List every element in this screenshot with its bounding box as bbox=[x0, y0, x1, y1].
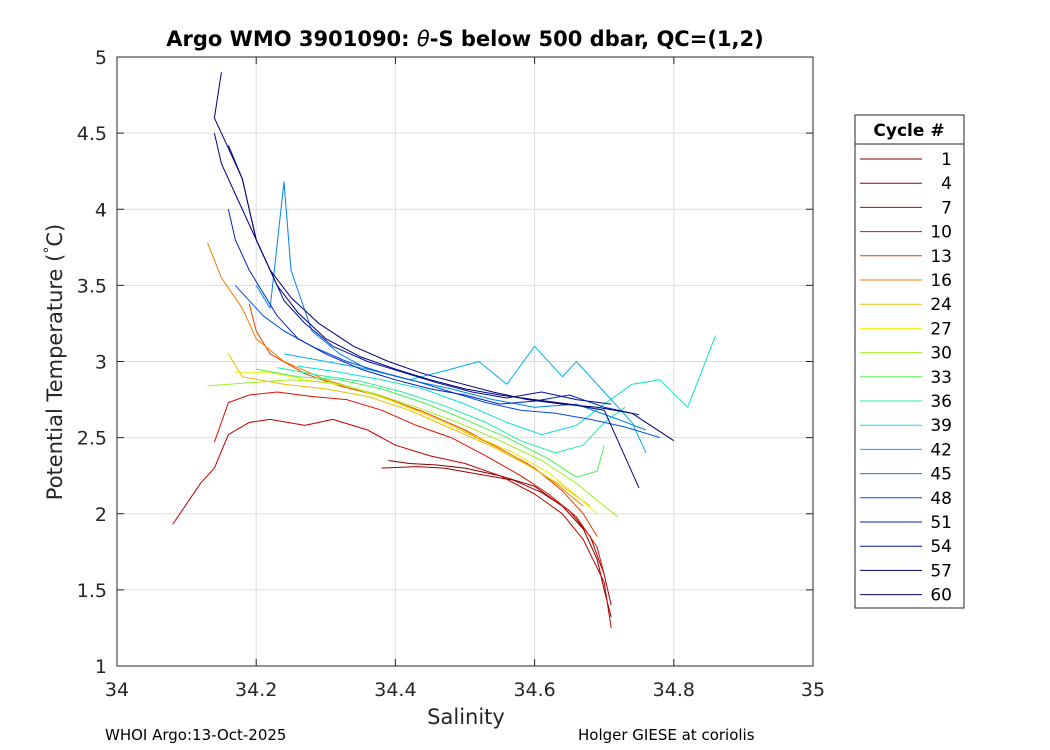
legend-label-39: 39 bbox=[930, 416, 952, 436]
x-tick-label: 34.8 bbox=[653, 679, 695, 701]
legend-label-51: 51 bbox=[930, 513, 952, 533]
legend-label-13: 13 bbox=[930, 247, 952, 267]
legend: Cycle # 1 4 7 10 13 16 24 27 30 33 36 39 42 45 48 51 54 5… bbox=[854, 114, 965, 609]
y-tick-label: 3.5 bbox=[77, 275, 107, 297]
chart-title-part-1: Argo WMO 3901090: bbox=[166, 27, 417, 51]
legend-label-1: 1 bbox=[941, 150, 952, 170]
legend-label-60: 60 bbox=[930, 586, 952, 606]
y-tick-label: 1 bbox=[95, 656, 107, 678]
legend-label-16: 16 bbox=[930, 271, 952, 291]
y-tick-label: 2 bbox=[95, 504, 107, 526]
series-line-cycle-54 bbox=[227, 145, 612, 405]
x-tick-label: 34.4 bbox=[374, 679, 416, 701]
legend-label-30: 30 bbox=[930, 344, 952, 364]
y-tick-label: 5 bbox=[95, 47, 107, 69]
chart-title: Argo WMO 3901090: θ-S below 500 dbar, QC… bbox=[166, 27, 763, 51]
x-tick-label: 35 bbox=[801, 679, 825, 701]
series-line-cycle-57 bbox=[213, 132, 640, 489]
series-line-cycle-51 bbox=[227, 209, 640, 416]
series-line-cycle-27 bbox=[235, 371, 598, 515]
footer-left: WHOI Argo:13-Oct-2025 bbox=[105, 726, 287, 744]
y-tick-label: 3 bbox=[95, 352, 107, 374]
x-tick-label: 34.6 bbox=[513, 679, 555, 701]
y-tick-label: 4 bbox=[95, 199, 107, 221]
legend-label-24: 24 bbox=[930, 295, 952, 315]
legend-label-7: 7 bbox=[941, 198, 952, 218]
footer-right: Holger GIESE at coriolis bbox=[578, 726, 755, 744]
series-line-cycle-7 bbox=[172, 418, 612, 628]
y-tick-label: 2.5 bbox=[77, 428, 107, 450]
series-line-cycle-10 bbox=[213, 391, 605, 575]
y-tick-label: 1.5 bbox=[77, 580, 107, 602]
series-line-cycle-48 bbox=[234, 285, 661, 439]
series-line-cycle-24 bbox=[227, 353, 591, 507]
series-line-cycle-33 bbox=[256, 368, 605, 478]
legend-label-27: 27 bbox=[930, 319, 952, 339]
series-layer bbox=[172, 72, 717, 628]
x-tick-label: 34 bbox=[105, 679, 129, 701]
legend-entries: 1 4 7 10 13 16 24 27 30 33 36 39 42 45 48 51 54 57 60 bbox=[860, 150, 952, 606]
x-axis-label: Salinity bbox=[427, 705, 505, 729]
series-line-cycle-39 bbox=[297, 335, 717, 436]
legend-label-33: 33 bbox=[930, 368, 952, 388]
legend-label-4: 4 bbox=[941, 174, 952, 194]
series-line-cycle-42 bbox=[283, 345, 647, 454]
legend-title: Cycle # bbox=[873, 121, 944, 141]
x-tick-label: 34.2 bbox=[235, 679, 277, 701]
series-line-cycle-36 bbox=[277, 367, 626, 454]
series-line-cycle-60 bbox=[213, 72, 675, 442]
legend-label-57: 57 bbox=[930, 561, 952, 581]
y-axis-label-part-2: C) bbox=[43, 224, 67, 247]
legend-label-36: 36 bbox=[930, 392, 952, 412]
legend-label-10: 10 bbox=[930, 223, 952, 243]
legend-label-54: 54 bbox=[930, 537, 952, 557]
series-line-cycle-30 bbox=[207, 379, 619, 518]
grid bbox=[116, 56, 814, 667]
y-axis-label: Potential Temperature (°C) bbox=[42, 224, 67, 500]
legend-box bbox=[854, 114, 965, 609]
series-line-cycle-1 bbox=[388, 460, 612, 618]
y-tick-label: 4.5 bbox=[77, 123, 107, 145]
legend-label-45: 45 bbox=[930, 465, 952, 485]
legend-label-48: 48 bbox=[930, 489, 952, 509]
series-line-cycle-4 bbox=[381, 466, 612, 606]
tick-layer: 34 34.2 34.4 34.6 34.8 35 1 1.5 2 2.5 3 3.5 4 4.5 5 bbox=[77, 47, 825, 701]
chart-title-part-2: -S below 500 dbar, QC=(1,2) bbox=[430, 27, 764, 51]
legend-label-42: 42 bbox=[930, 440, 952, 460]
y-axis-label-degree: ° bbox=[42, 247, 58, 254]
series-line-cycle-13 bbox=[248, 303, 598, 537]
chart-title-theta: θ bbox=[417, 27, 430, 51]
y-axis-label-part-1: Potential Temperature ( bbox=[43, 254, 67, 501]
